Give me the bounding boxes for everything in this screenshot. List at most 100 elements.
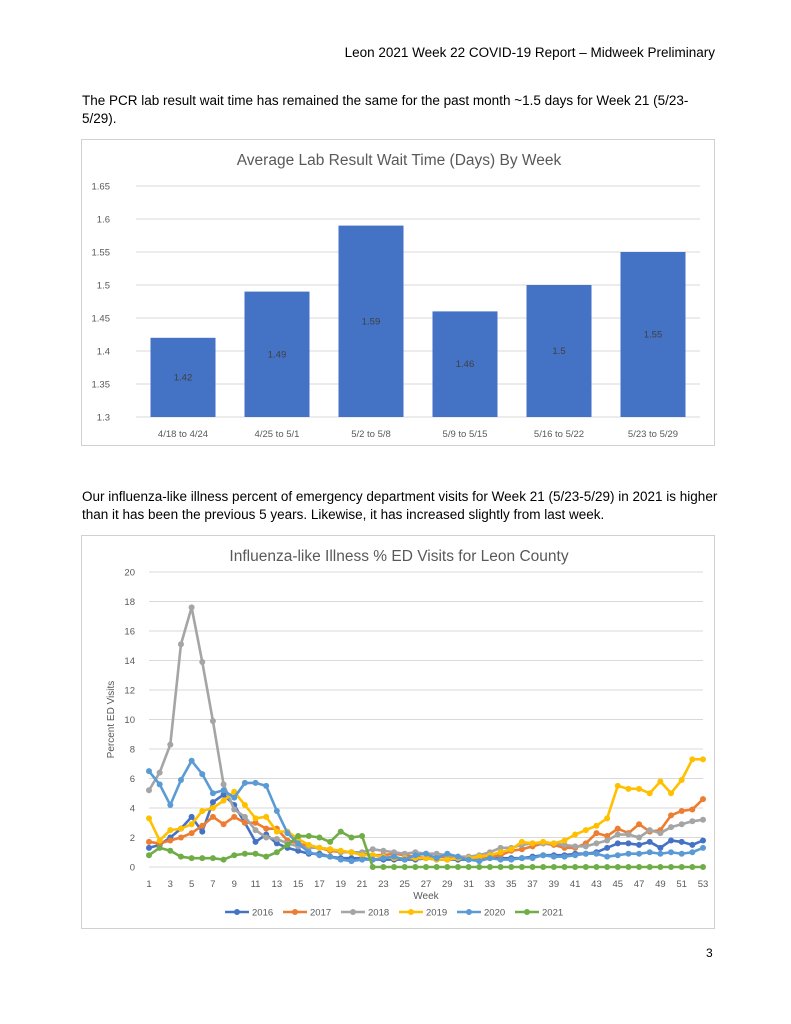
series-2021 (146, 828, 706, 870)
data-point-2020 (156, 781, 163, 788)
bar-data-label: 1.42 (174, 372, 193, 383)
data-point-2017 (220, 821, 227, 828)
data-point-2021 (316, 834, 323, 841)
x-tick-label: 45 (612, 879, 623, 890)
data-point-2019 (625, 785, 632, 792)
data-point-2020 (412, 852, 419, 859)
data-point-2021 (273, 849, 280, 856)
data-point-2016 (646, 838, 653, 845)
data-point-2017 (518, 846, 525, 853)
data-point-2016 (614, 840, 621, 847)
bar-data-label: 1.5 (552, 346, 565, 357)
data-point-2019 (359, 852, 366, 859)
data-point-2021 (678, 864, 685, 870)
data-point-2018 (625, 831, 632, 838)
data-point-2017 (689, 806, 696, 813)
ili-chart-svg: Influenza-like Illness % ED Visits for L… (106, 548, 708, 919)
legend-swatch-marker (408, 909, 414, 915)
data-point-2019 (668, 790, 675, 797)
data-point-2021 (305, 833, 312, 840)
data-point-2019 (188, 821, 195, 828)
data-point-2020 (550, 853, 557, 860)
data-point-2016 (678, 838, 685, 845)
data-point-2019 (476, 853, 483, 860)
data-point-2020 (604, 853, 611, 860)
legend-swatch-marker (234, 909, 240, 915)
series-2018 (146, 604, 706, 860)
data-point-2020 (241, 779, 248, 786)
data-point-2016 (657, 844, 664, 851)
data-point-2021 (284, 841, 291, 848)
data-point-2021 (540, 864, 547, 870)
data-point-2020 (263, 782, 270, 789)
data-point-2021 (572, 864, 579, 870)
legend-label: 2018 (368, 908, 389, 919)
data-point-2020 (199, 771, 206, 778)
data-point-2021 (518, 864, 525, 870)
data-point-2021 (241, 850, 248, 857)
data-point-2018 (561, 841, 568, 848)
bar (620, 252, 686, 417)
data-point-2018 (220, 781, 227, 788)
data-point-2019 (177, 825, 184, 832)
x-tick-label: 33 (485, 879, 496, 890)
y-tick-label: 1.3 (97, 413, 110, 424)
data-point-2021 (295, 833, 302, 840)
x-category-label: 5/9 to 5/15 (443, 429, 488, 440)
data-point-2021 (337, 828, 344, 835)
data-point-2018 (668, 824, 675, 831)
x-category-label: 4/25 to 5/1 (255, 429, 300, 440)
data-point-2021 (327, 838, 334, 845)
x-tick-label: 15 (293, 879, 304, 890)
x-tick-label: 21 (357, 879, 368, 890)
data-point-2021 (700, 864, 706, 870)
data-point-2018 (369, 846, 376, 853)
data-point-2019 (252, 815, 259, 822)
x-tick-label: 19 (335, 879, 346, 890)
legend-label: 2017 (310, 908, 331, 919)
legend-item-2019: 2019 (399, 908, 447, 919)
data-point-2021 (433, 864, 440, 870)
y-tick-label: 20 (124, 568, 135, 579)
data-point-2020 (561, 853, 568, 860)
data-point-2018 (231, 806, 238, 813)
bar-data-label: 1.55 (644, 330, 663, 341)
data-point-2020 (433, 855, 440, 862)
data-point-2019 (156, 837, 163, 844)
data-point-2020 (359, 856, 366, 863)
data-point-2018 (252, 827, 259, 834)
data-point-2019 (604, 815, 611, 822)
x-tick-label: 5 (189, 879, 194, 890)
lab-wait-paragraph: The PCR lab result wait time has remaine… (82, 93, 689, 126)
data-point-2020 (252, 779, 259, 786)
data-point-2020 (231, 794, 238, 801)
data-point-2020 (657, 850, 664, 857)
data-point-2016 (700, 837, 706, 844)
data-point-2021 (657, 864, 664, 870)
data-point-2020 (273, 807, 280, 814)
x-tick-label: 7 (210, 879, 215, 890)
series-line-2021 (148, 830, 703, 869)
data-point-2021 (689, 864, 696, 870)
data-point-2019 (423, 855, 429, 862)
data-point-2021 (582, 864, 589, 870)
data-point-2020 (220, 787, 227, 794)
data-point-2021 (593, 864, 600, 870)
x-tick-label: 35 (506, 879, 517, 890)
data-point-2019 (327, 846, 334, 853)
y-tick-label: 1.45 (92, 314, 111, 325)
data-point-2016 (199, 828, 206, 835)
data-point-2020 (348, 858, 355, 865)
x-tick-label: 1 (146, 879, 151, 890)
data-point-2019 (540, 838, 547, 845)
data-point-2017 (177, 834, 184, 841)
x-tick-label: 27 (421, 879, 432, 890)
legend-label: 2021 (542, 908, 563, 919)
series-2020 (146, 757, 706, 865)
legend-swatch-marker (292, 909, 298, 915)
data-point-2021 (497, 864, 504, 870)
data-point-2017 (241, 819, 248, 826)
data-point-2020 (625, 850, 632, 857)
data-point-2020 (444, 850, 451, 857)
data-point-2020 (518, 855, 525, 862)
